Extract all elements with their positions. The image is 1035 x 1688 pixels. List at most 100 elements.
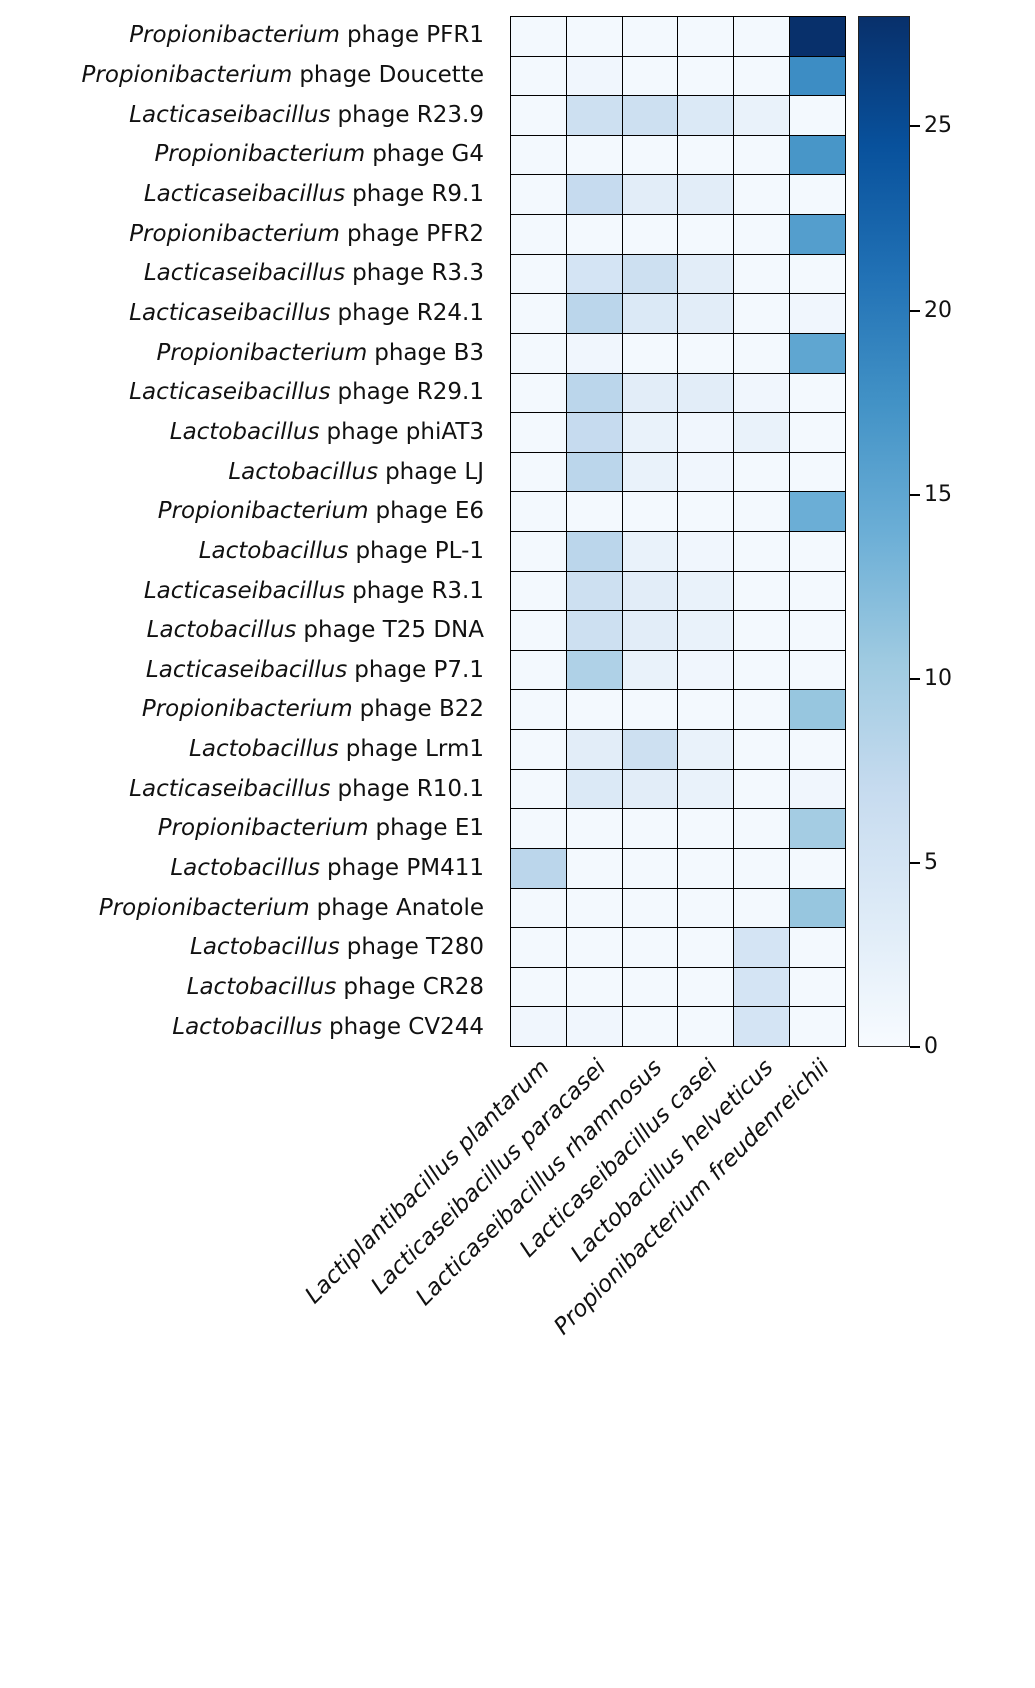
heatmap-cell (622, 56, 678, 96)
heatmap-cell (734, 56, 790, 96)
heatmap-cell (790, 17, 845, 56)
row-label-rest: phage Anatole (316, 894, 484, 921)
colorbar-tick (910, 1046, 920, 1048)
row-label-rest: phage R10.1 (337, 775, 484, 802)
heatmap-cell (678, 888, 734, 928)
heatmap-cell (566, 175, 622, 215)
row-label-rest: phage PFR2 (346, 220, 484, 247)
heatmap-cell (622, 254, 678, 294)
row-label-rest: phage E1 (375, 815, 485, 842)
heatmap-cell (566, 17, 622, 56)
row-label-genus: Propionibacterium (129, 220, 340, 247)
heatmap-cell (622, 611, 678, 650)
row-label: Lactobacillus phage T25 DNA (0, 611, 497, 651)
row-label: Propionibacterium phage E1 (0, 809, 497, 849)
heatmap-cell (678, 452, 734, 492)
heatmap-cell (566, 769, 622, 809)
col-label: Lacticaseibacillus paracasei (366, 1054, 611, 1300)
heatmap-cell (566, 135, 622, 175)
heatmap-cell (566, 254, 622, 294)
heatmap-cell (790, 650, 845, 690)
heatmap-cell (566, 611, 622, 650)
row-label: Propionibacterium phage PFR1 (0, 16, 497, 56)
heatmap-cell (678, 928, 734, 967)
row-label-genus: Propionibacterium (81, 61, 293, 88)
row-label-rest: phage CR28 (343, 974, 484, 1001)
colorbar-tick-label: 25 (924, 113, 952, 139)
heatmap-cell (566, 531, 622, 571)
heatmap-cell (566, 1007, 622, 1046)
row-label: Propionibacterium phage B22 (0, 690, 497, 730)
heatmap-cell (622, 452, 678, 492)
row-label: Lacticaseibacillus phage P7.1 (0, 651, 497, 691)
row-label-genus: Lactobacillus (189, 736, 339, 763)
heatmap-cell (734, 888, 790, 928)
heatmap-cell (511, 848, 566, 888)
row-label-genus: Propionibacterium (157, 815, 369, 842)
heatmap-cell (622, 492, 678, 531)
row-label-rest: phage R24.1 (337, 299, 484, 326)
row-label-genus: Lactobacillus (228, 458, 379, 485)
colorbar-tick-label: 5 (924, 849, 938, 875)
heatmap-cell (790, 848, 845, 888)
heatmap-cell (566, 571, 622, 611)
row-label-rest: phage R29.1 (337, 379, 484, 406)
heatmap-cell (622, 690, 678, 730)
row-label-rest: phage LJ (385, 458, 484, 485)
heatmap-grid (510, 16, 846, 1047)
row-label-genus: Propionibacterium (154, 141, 366, 168)
heatmap-cell (511, 730, 566, 769)
heatmap-cell (566, 373, 622, 413)
row-label-rest: phage PFR1 (346, 22, 484, 49)
row-label: Propionibacterium phage Doucette (0, 56, 497, 96)
heatmap-cell (511, 56, 566, 96)
heatmap-cell (734, 611, 790, 650)
heatmap-cell (622, 294, 678, 333)
heatmap-cell (734, 17, 790, 56)
heatmap-cell (734, 135, 790, 175)
row-label-genus: Propionibacterium (129, 22, 340, 49)
heatmap-cell (566, 413, 622, 452)
heatmap-cell (622, 373, 678, 413)
heatmap-cell (734, 1007, 790, 1046)
row-label-genus: Lacticaseibacillus (143, 577, 346, 604)
heatmap-cell (790, 96, 845, 135)
heatmap-cell (566, 809, 622, 848)
heatmap-cell (566, 294, 622, 333)
row-label-genus: Propionibacterium (98, 894, 310, 921)
heatmap-cell (734, 967, 790, 1007)
heatmap-cell (622, 175, 678, 215)
heatmap-cell (511, 17, 566, 56)
heatmap-cell (790, 254, 845, 294)
heatmap-cell (790, 690, 845, 730)
heatmap-cell (622, 809, 678, 848)
heatmap-cell (511, 175, 566, 215)
heatmap-cell (790, 967, 845, 1007)
heatmap-cell (734, 175, 790, 215)
row-label: Lacticaseibacillus phage R9.1 (0, 175, 497, 215)
row-label-rest: phage Lrm1 (345, 736, 484, 763)
heatmap-cell (622, 888, 678, 928)
heatmap-cell (511, 650, 566, 690)
row-label-rest: phage G4 (372, 141, 484, 168)
heatmap-cell (566, 333, 622, 373)
heatmap-cell (566, 215, 622, 254)
heatmap-cell (511, 96, 566, 135)
row-label-genus: Lactobacillus (169, 418, 320, 445)
row-label-genus: Lactobacillus (198, 537, 349, 564)
row-label-genus: Propionibacterium (141, 696, 353, 723)
heatmap-cell (622, 967, 678, 1007)
heatmap-cell (622, 215, 678, 254)
row-label-genus: Lacticaseibacillus (129, 775, 331, 802)
row-label: Propionibacterium phage Anatole (0, 888, 497, 928)
heatmap-cell (678, 413, 734, 452)
heatmap-cell (734, 730, 790, 769)
row-label: Lactobacillus phage phiAT3 (0, 413, 497, 453)
row-label: Lacticaseibacillus phage R10.1 (0, 769, 497, 809)
row-label-genus: Lacticaseibacillus (143, 180, 346, 207)
heatmap-cell (734, 531, 790, 571)
row-label-genus: Lacticaseibacillus (129, 299, 331, 326)
row-label: Lacticaseibacillus phage R3.1 (0, 571, 497, 611)
heatmap-cell (622, 730, 678, 769)
